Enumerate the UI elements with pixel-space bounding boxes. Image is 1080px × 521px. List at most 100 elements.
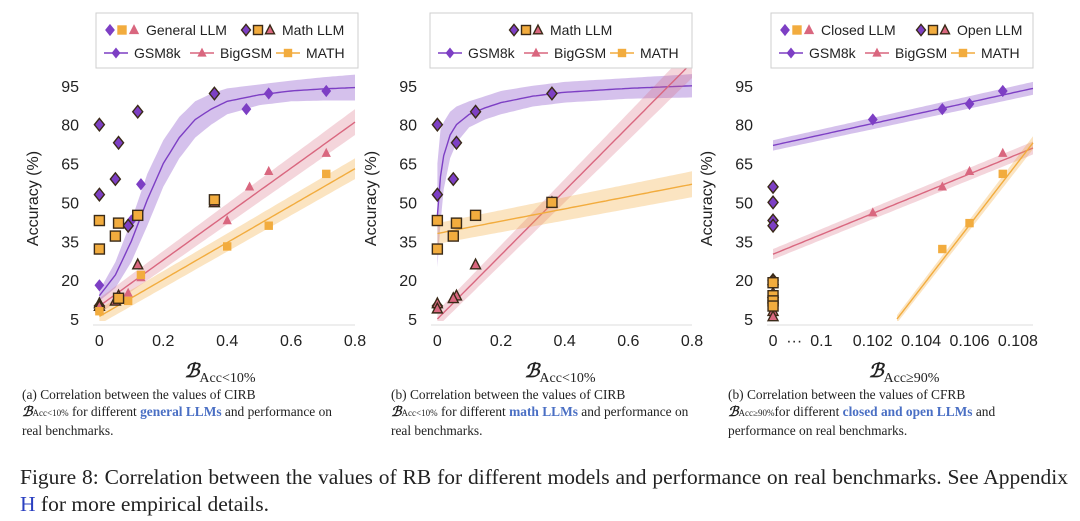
biggsm-confidence-band	[437, 68, 692, 321]
x-tick-label: 0.6	[617, 333, 639, 350]
biggsm-point-math	[431, 301, 444, 314]
y-tick-label: 80	[61, 118, 79, 135]
y-tick-label: 20	[735, 273, 753, 290]
gsm8k-point-math	[469, 104, 482, 120]
subcaption-c-symbol: ℬ	[728, 404, 739, 419]
biggsm-fit-line	[772, 147, 1034, 255]
x-tick-label: 0.4	[554, 333, 576, 350]
biggsm-point-closed	[868, 207, 878, 217]
y-tick-label: 20	[399, 273, 417, 290]
subcaption-a-mid: for different	[68, 404, 141, 419]
math-point-closed	[998, 169, 1007, 179]
gsm8k-point-general	[241, 102, 252, 116]
legend-group-label: Math LLM	[550, 22, 612, 38]
x-axis-label-symbol: ℬ	[869, 361, 886, 382]
gsm8k-point-math	[109, 171, 122, 187]
biggsm-point-math	[447, 291, 460, 304]
subcaption-c: (b) Correlation between the values of CF…	[728, 386, 1048, 439]
legend-series-label: GSM8k	[809, 45, 857, 61]
y-tick-label: 65	[61, 157, 79, 174]
legend-marker-gsm8k	[915, 23, 927, 37]
x-axis-label-subscript: Acc<10%	[539, 371, 595, 386]
x-tick-label: 0.8	[344, 333, 366, 350]
gsm8k-point-math	[112, 135, 125, 151]
math-point-open	[767, 300, 779, 312]
y-tick-label: 20	[61, 273, 79, 290]
biggsm-point-open	[766, 309, 780, 322]
y-tick-label: 95	[61, 79, 79, 96]
x-tick-label: 0.6	[280, 333, 302, 350]
gsm8k-point-math	[431, 117, 444, 133]
biggsm-point-general	[321, 147, 331, 157]
math-confidence-band	[897, 136, 1033, 321]
x-axis-label: ℬAcc≥90%	[869, 361, 940, 386]
legend-marker-gsm8k	[780, 23, 790, 37]
x-tick-label: 0.102	[853, 333, 893, 350]
x-tick-label: 0	[95, 333, 104, 350]
math-point-general	[222, 242, 232, 251]
legend: General LLM Math LLM GSM8k BigGSM MATH	[95, 12, 359, 69]
legend-series-label: GSM8k	[468, 45, 516, 61]
x-axis-label-subscript: Acc<10%	[199, 371, 255, 386]
legend-marker-biggsm	[128, 24, 140, 35]
math-point-math	[450, 217, 463, 229]
gsm8k-point-closed	[964, 97, 975, 111]
math-point-open	[767, 277, 779, 289]
legend-series-label: BigGSM	[554, 45, 606, 61]
math-point-math	[93, 214, 106, 227]
x-tick-label: 0.2	[490, 333, 512, 350]
legend-group-label: General LLM	[146, 22, 227, 38]
legend-marker-biggsm	[803, 24, 815, 35]
y-tick-label: 95	[399, 79, 417, 96]
figure-caption-text: Figure 8: Correlation between the values…	[20, 465, 1068, 489]
math-point-closed	[965, 218, 974, 228]
legend-marker-gsm8k	[508, 23, 520, 37]
legend-line-marker-math	[283, 48, 293, 58]
subcaption-c-mid: for different	[774, 404, 843, 419]
legend-frame	[429, 12, 693, 69]
legend-line-marker-biggsm	[197, 47, 207, 57]
math-point-math	[208, 194, 221, 206]
appendix-link[interactable]: H	[20, 492, 36, 516]
legend-series-label: GSM8k	[134, 45, 182, 61]
legend-marker-gsm8k	[240, 23, 252, 37]
math-point-math	[112, 217, 125, 229]
gsm8k-point-open	[767, 218, 779, 234]
chart-panel-c: 5 20 35 50 65 80 95 0 ··· 0.1 0.102 0.104 0.106 0.108…	[699, 12, 1038, 386]
x-tick-label: 0.2	[152, 333, 174, 350]
x-axis-label-symbol: ℬ	[524, 361, 541, 382]
subcaption-c-suffix: and performance on real benchmarks.	[728, 404, 996, 438]
gsm8k-point-open	[767, 179, 779, 195]
y-axis-label: Accuracy (%)	[363, 151, 380, 246]
y-tick-label: 5	[744, 312, 753, 329]
legend-marker-gsm8k	[105, 23, 115, 37]
gsm8k-point-general	[321, 84, 332, 98]
figure-caption-end: for more empirical details.	[35, 492, 269, 516]
y-tick-label: 35	[735, 234, 753, 251]
subcaption-c-highlight: closed and open LLMs	[842, 404, 973, 419]
math-confidence-band	[99, 158, 355, 321]
y-axis-label: Accuracy (%)	[699, 151, 716, 246]
subcaption-c-symbol-sub: Acc≥90%	[738, 408, 775, 418]
y-tick-label: 35	[61, 234, 79, 251]
x-tick-label: 0.104	[901, 333, 941, 350]
legend-marker-math	[792, 25, 802, 35]
math-point-math	[431, 214, 444, 227]
legend-group-label: Open LLM	[957, 22, 1022, 38]
gsm8k-confidence-band	[99, 74, 356, 301]
legend-line-marker-gsm8k	[786, 47, 796, 59]
y-tick-label: 35	[399, 234, 417, 251]
math-point-math	[469, 209, 482, 222]
figure-caption: Figure 8: Correlation between the values…	[20, 464, 1068, 518]
subcaption-a-symbol: ℬ	[22, 404, 33, 419]
x-tick-label: 0.106	[949, 333, 989, 350]
math-point-general	[95, 307, 104, 316]
biggsm-point-general	[244, 181, 255, 191]
x-axis-label-symbol: ℬ	[184, 361, 201, 382]
legend-marker-math	[252, 24, 264, 36]
gsm8k-point-general	[94, 279, 105, 292]
math-point-general	[264, 221, 273, 230]
math-point-math	[109, 230, 122, 242]
biggsm-fit-line	[436, 68, 688, 320]
